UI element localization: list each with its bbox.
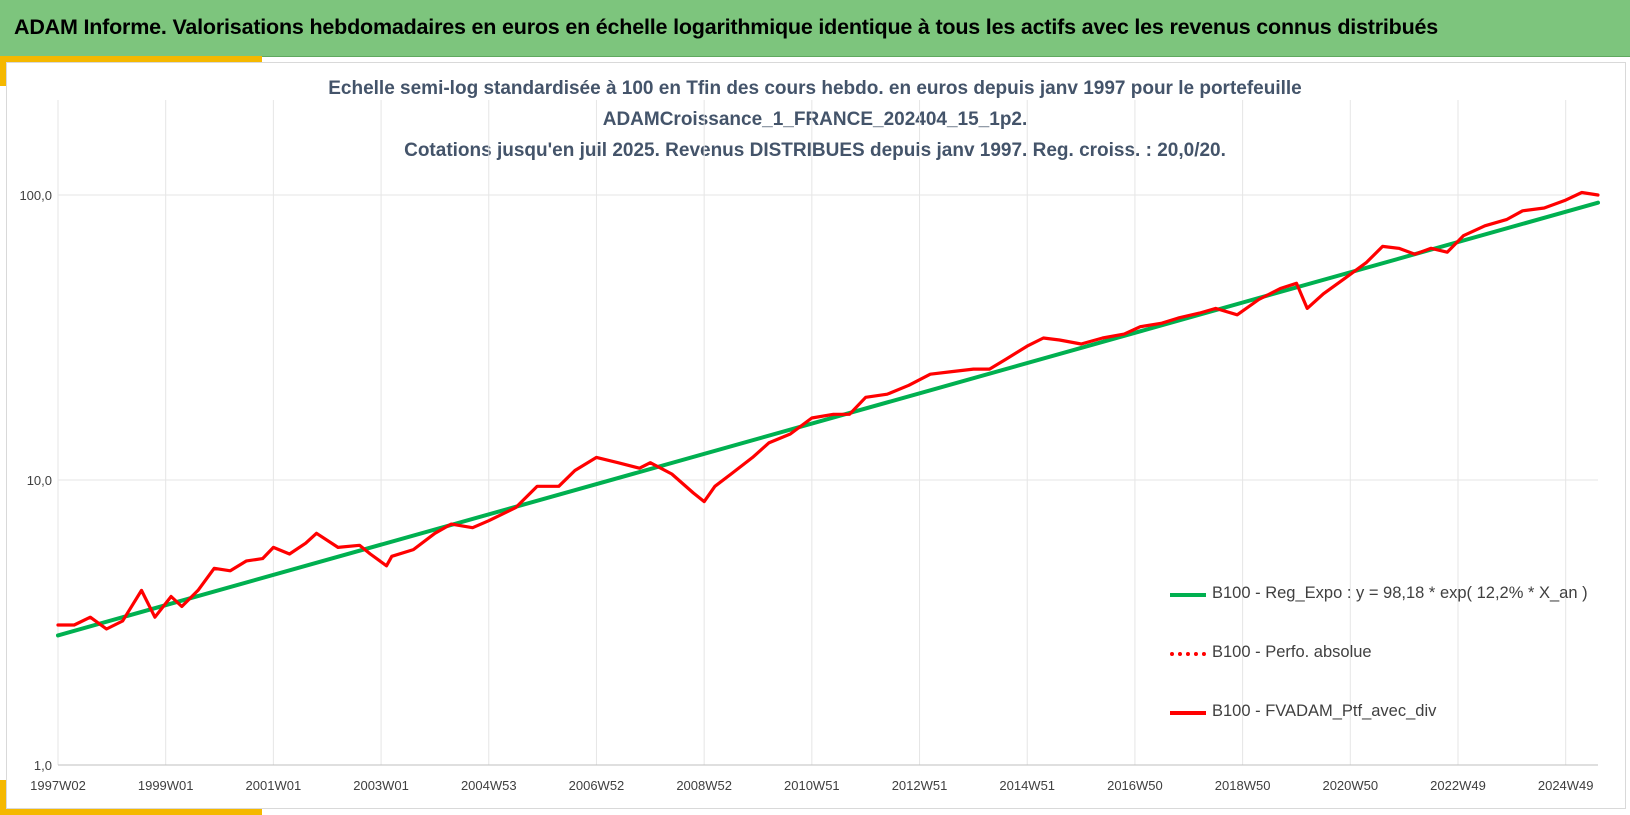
legend-label: B100 - FVADAM_Ptf_avec_div <box>1212 702 1437 720</box>
x-tick-label: 2012W51 <box>892 778 948 793</box>
x-tick-label: 2001W01 <box>246 778 302 793</box>
series-line-portfolio <box>56 190 1600 631</box>
x-tick-label: 2014W51 <box>999 778 1055 793</box>
header-banner: ADAM Informe. Valorisations hebdomadaire… <box>0 0 1630 57</box>
legend-swatch-solid-green <box>1170 593 1206 597</box>
accent-bar-bottom-left <box>0 780 6 815</box>
x-tick-label: 2022W49 <box>1430 778 1486 793</box>
x-tick-label: 2008W52 <box>676 778 732 793</box>
x-tick-label: 2006W52 <box>569 778 625 793</box>
legend-swatch-solid-red <box>1170 711 1206 715</box>
legend-label: B100 - Perfo. absolue <box>1212 643 1372 661</box>
x-tick-label: 1997W02 <box>30 778 86 793</box>
x-tick-label: 2020W50 <box>1322 778 1378 793</box>
y-tick-label: 10,0 <box>27 473 52 488</box>
x-tick-label: 2016W50 <box>1107 778 1163 793</box>
legend-swatch-dotted-red <box>1170 652 1206 656</box>
chart-frame <box>6 62 1626 809</box>
legend-label: B100 - Reg_Expo : y = 98,18 * exp( 12,2%… <box>1212 584 1588 602</box>
x-tick-label: 2010W51 <box>784 778 840 793</box>
series-line-regression <box>56 200 1600 638</box>
accent-bar-bottom <box>0 809 262 815</box>
x-tick-label: 2003W01 <box>353 778 409 793</box>
y-tick-label: 100,0 <box>19 188 52 203</box>
banner-title: ADAM Informe. Valorisations hebdomadaire… <box>14 15 1439 39</box>
x-tick-label: 1999W01 <box>138 778 194 793</box>
x-tick-label: 2018W50 <box>1215 778 1271 793</box>
y-tick-label: 1,0 <box>34 758 52 773</box>
x-tick-label: 2004W53 <box>461 778 517 793</box>
accent-bar-top <box>0 56 262 62</box>
chart-title-line-3: Cotations jusqu'en juil 2025. Revenus DI… <box>404 140 1226 161</box>
accent-bar-left <box>0 56 6 86</box>
chart-title-line-2: ADAMCroissance_1_FRANCE_202404_15_1p2. <box>602 109 1028 130</box>
x-tick-label: 2024W49 <box>1538 778 1594 793</box>
chart-title-line-1: Echelle semi-log standardisée à 100 en T… <box>328 78 1302 99</box>
